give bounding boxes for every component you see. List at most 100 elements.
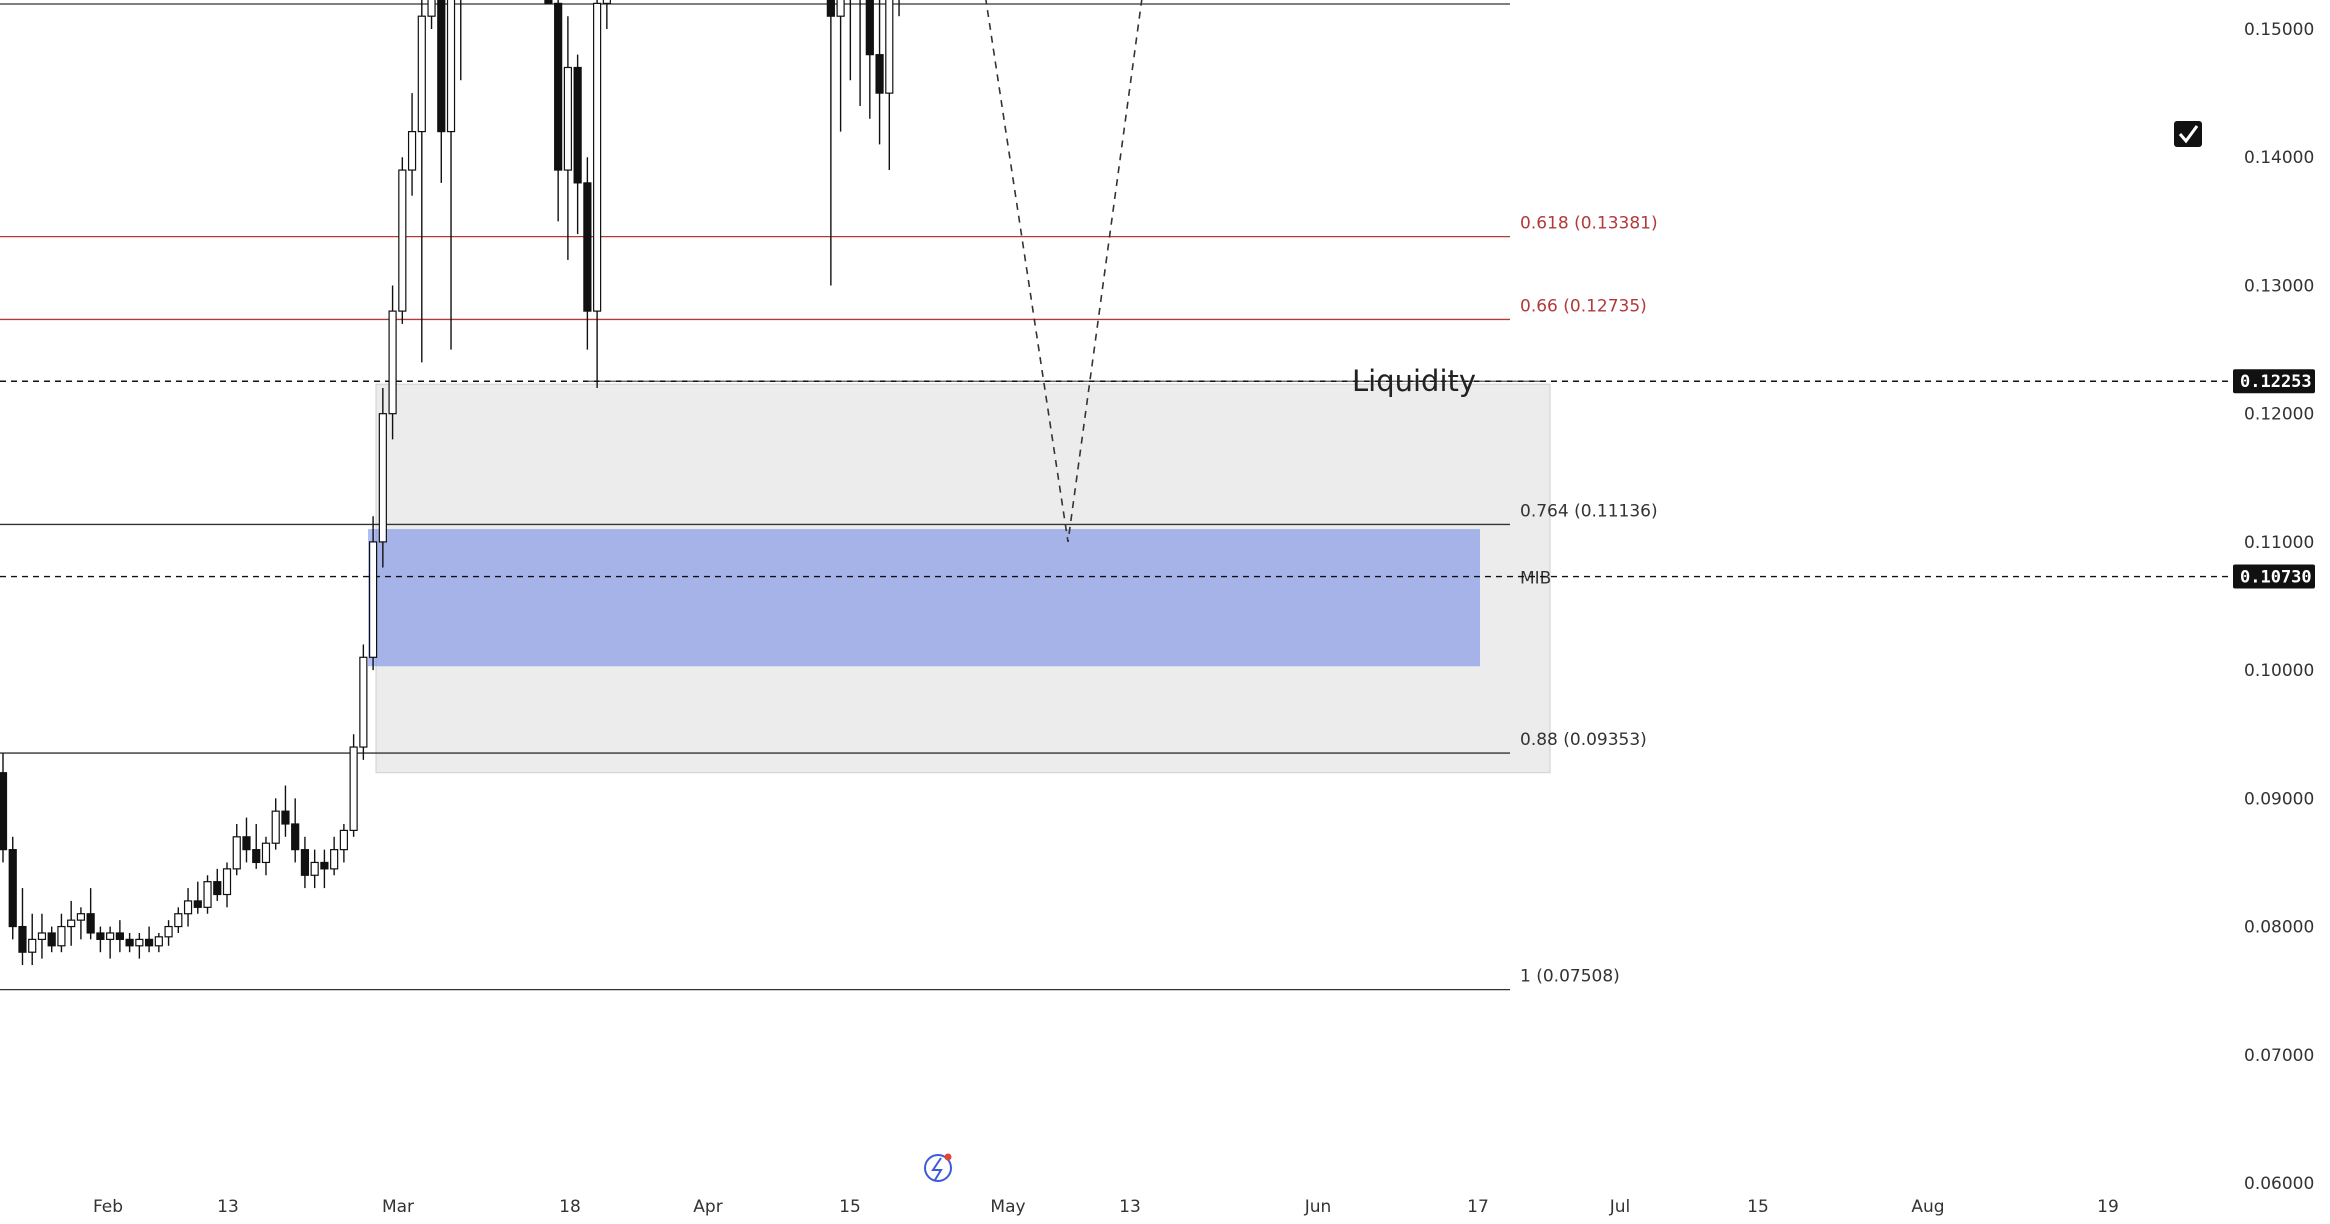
candle-down (96, 932, 105, 940)
time-tick-label: 17 (1467, 1197, 1489, 1217)
projection-layer (588, 0, 1545, 543)
candle-up (154, 936, 163, 947)
candle-up (76, 913, 86, 921)
price-tick-label: 0.07000 (2244, 1046, 2314, 1066)
fib-level-label: 0.5 (0.15195) (1520, 0, 1636, 1)
price-badge-label: 0.10730 (2240, 568, 2312, 588)
levels-layer: 0 (0.22882)0.09 (0.21498)0.146 (0.20637)… (0, 0, 2232, 991)
candle-up (164, 925, 173, 938)
price-tick-label: 0.14000 (2244, 148, 2314, 168)
labels-layer: LiquidityLiquidity (1352, 121, 2202, 398)
candle-up (407, 130, 417, 171)
price-badge (2233, 369, 2315, 394)
price-axis[interactable]: 0.240000.230000.220000.210000.200000.190… (2134, 0, 2321, 1194)
check-icon-box (2174, 121, 2202, 147)
candle-down (826, 0, 835, 17)
candle-down (47, 932, 56, 947)
candle-up (203, 881, 212, 908)
candle-down (573, 66, 582, 184)
candle-up (359, 656, 368, 748)
zones-layer (368, 383, 1551, 774)
price-tick-label: 0.15000 (2244, 20, 2314, 40)
mib-label: MIB (1520, 569, 1551, 589)
candle-up (563, 66, 572, 171)
time-tick-label: 15 (1747, 1197, 1769, 1217)
time-tick-label: Aug (1911, 1197, 1944, 1217)
lightning-icon-bolt (931, 1157, 943, 1181)
candle-down (125, 938, 134, 947)
lightning-icon-ring (924, 1154, 952, 1182)
candle-down (86, 913, 95, 934)
candle-up (67, 919, 76, 928)
candle-down (8, 849, 17, 928)
candle-up (106, 932, 115, 940)
grey-range (375, 383, 1551, 774)
candle-up (388, 310, 397, 415)
candle-down (544, 0, 553, 4)
candle-down (437, 0, 446, 133)
candle-up (135, 938, 144, 947)
fib-level-label: 1 (0.07508) (1520, 967, 1620, 987)
check-icon (2174, 121, 2202, 147)
candle-up (222, 868, 232, 896)
candle-down (865, 0, 874, 56)
time-tick-label: 13 (217, 1197, 239, 1217)
price-tick-label: 0.10000 (2244, 661, 2314, 681)
candle-up (349, 746, 358, 831)
time-axis[interactable]: Feb 13 Mar 18 Apr 15 May 13 Jun 17 Jul 15 Aug 19 (93, 1153, 2119, 1218)
candle-up (183, 900, 193, 915)
candle-down (242, 836, 251, 851)
lightning-icon (924, 1153, 952, 1182)
candle-up (427, 0, 436, 17)
candle-up (339, 829, 348, 851)
candle-up (330, 849, 339, 870)
projection-path (985, 0, 1143, 543)
time-tick-label: 18 (559, 1197, 581, 1217)
price-badge-label: 0.12253 (2240, 372, 2312, 392)
fib-level-label: 0.66 (0.12735) (1520, 296, 1647, 316)
time-tick-label: 15 (839, 1197, 861, 1217)
candle-up (602, 0, 611, 4)
price-tick-label: 0.06000 (2244, 1174, 2314, 1194)
time-tick-label: Jun (1304, 1197, 1332, 1217)
time-tick-label: 13 (1119, 1197, 1141, 1217)
candle-up (417, 15, 426, 133)
candle-down (320, 861, 329, 870)
time-tick-label: Feb (93, 1197, 123, 1217)
candle-up (28, 938, 37, 953)
candle-down (875, 54, 884, 94)
candle-down (291, 823, 300, 851)
candle-down (213, 881, 222, 896)
candle-up (885, 0, 894, 94)
candle-down (281, 810, 290, 825)
candle-down (193, 900, 202, 908)
lightning-icon-dot (944, 1153, 952, 1161)
price-tick-label: 0.09000 (2244, 789, 2314, 809)
price-tick-label: 0.13000 (2244, 276, 2314, 296)
time-tick-label: May (990, 1197, 1025, 1217)
candle-up (369, 541, 378, 658)
candle-down (115, 932, 124, 940)
time-tick-label: Jul (1609, 1197, 1631, 1217)
demand-zone (368, 529, 1480, 667)
candle-up (271, 810, 280, 844)
candle-up (232, 836, 241, 870)
price-badge (2233, 564, 2315, 589)
candle-up (174, 913, 183, 928)
candle-up (57, 925, 66, 947)
candle-down (300, 849, 310, 876)
time-tick-label: 19 (2097, 1197, 2119, 1217)
candle-up (836, 0, 845, 17)
candle-up (446, 0, 456, 133)
fib-level-label: 0.88 (0.09353) (1520, 730, 1647, 750)
candle-down (554, 2, 563, 171)
candle-down (18, 925, 27, 953)
fib-level-label: 0.764 (0.11136) (1520, 501, 1658, 521)
price-tick-label: 0.11000 (2244, 533, 2314, 553)
time-tick-label: Apr (693, 1197, 722, 1217)
candle-up (37, 932, 47, 940)
price-tick-label: 0.12000 (2244, 405, 2314, 425)
candle-up (261, 842, 271, 864)
candle-up (593, 2, 602, 312)
